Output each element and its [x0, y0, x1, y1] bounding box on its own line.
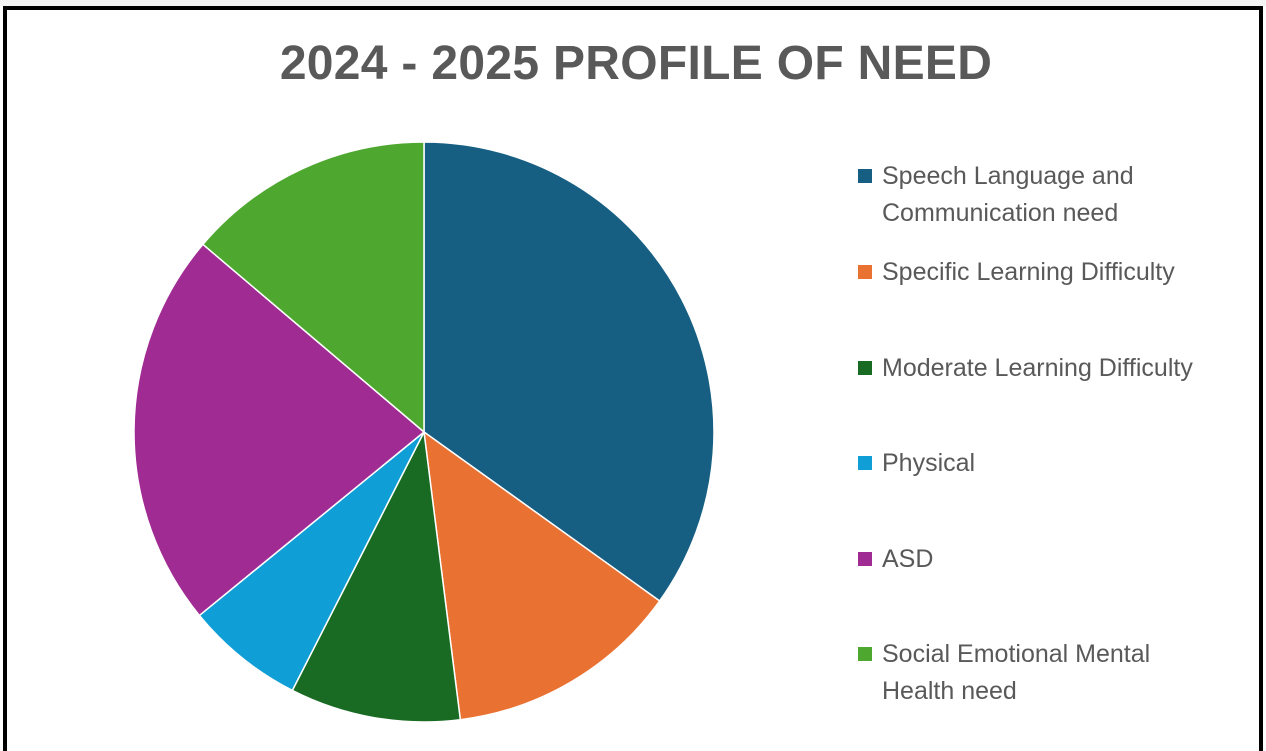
- pie-slice-1: [423, 431, 661, 721]
- pie-slice-2: [291, 431, 462, 723]
- legend-label: ASD: [882, 545, 934, 573]
- legend-swatch: [858, 265, 872, 279]
- legend-item-speech-language: Speech Language and Communication need: [858, 158, 1258, 232]
- legend-item-moderate-learning: Moderate Learning Difficulty: [858, 350, 1258, 387]
- pie-slice-3: [198, 431, 425, 692]
- legend-item-specific-learning: Specific Learning Difficulty: [858, 254, 1258, 291]
- legend-label: Physical: [882, 449, 976, 477]
- legend-swatch: [858, 361, 872, 375]
- legend-label: Social Emotional Mental Health need: [882, 640, 1151, 705]
- legend-swatch: [858, 552, 872, 566]
- pie-slice-0: [423, 141, 715, 602]
- legend-item-asd: ASD: [858, 541, 1258, 578]
- window-top-strip: [0, 0, 1266, 6]
- legend-item-physical: Physical: [858, 445, 1258, 482]
- legend-item-social-emotional: Social Emotional Mental Health need: [858, 636, 1258, 710]
- legend-label: Specific Learning Difficulty: [882, 258, 1175, 286]
- legend-swatch: [858, 456, 872, 470]
- legend-swatch: [858, 647, 872, 661]
- legend-swatch: [858, 169, 872, 183]
- pie-slice-4: [133, 243, 425, 617]
- chart-title: 2024 - 2025 PROFILE OF NEED: [279, 37, 993, 90]
- legend-label: Speech Language and Communication need: [882, 162, 1134, 227]
- pie-slice-5: [202, 141, 425, 433]
- legend-label: Moderate Learning Difficulty: [882, 354, 1193, 382]
